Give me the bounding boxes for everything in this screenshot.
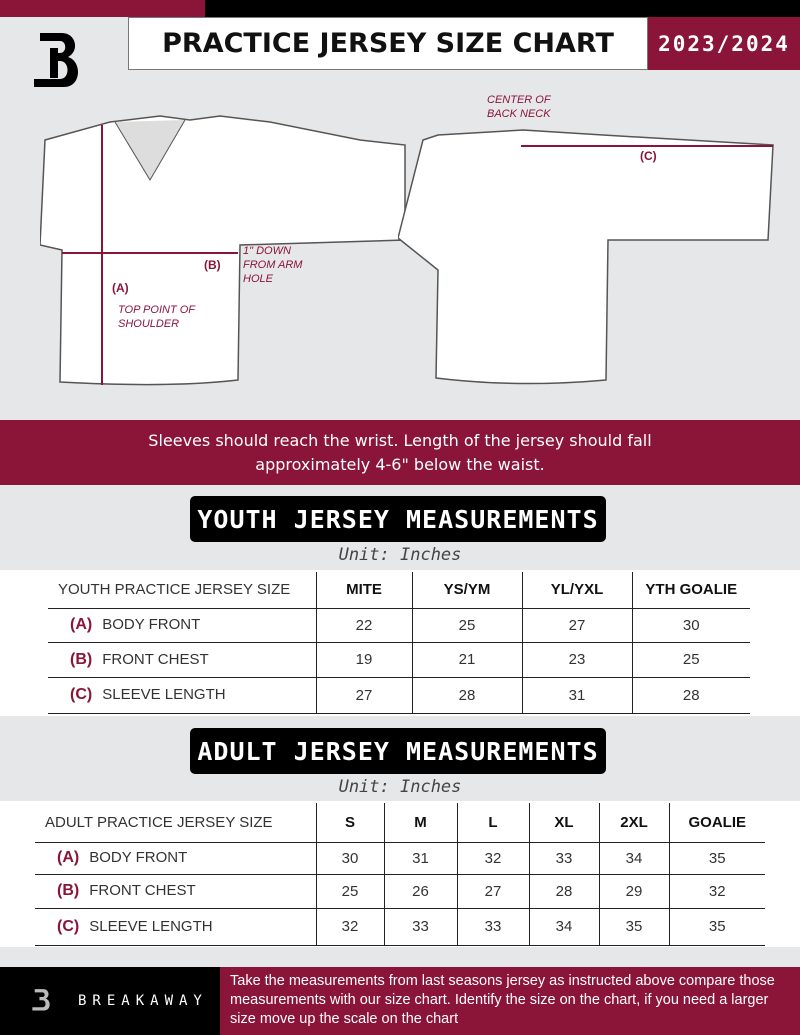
measure-code: (A) — [57, 849, 80, 866]
measure-code: (B) — [57, 882, 80, 899]
adult-cell: 33 — [528, 842, 599, 875]
youth-cell: 25 — [411, 608, 522, 643]
adult-header-col: S — [315, 803, 384, 843]
adult-section-title: ADULT JERSEY MEASUREMENTS — [190, 728, 606, 774]
adult-cell: 32 — [668, 874, 765, 909]
adult-header-col: L — [456, 803, 529, 843]
youth-cell: 28 — [631, 677, 750, 714]
brand-logo-icon — [34, 33, 79, 87]
front-jersey-diagram — [40, 115, 406, 386]
youth-cell: 28 — [411, 677, 522, 714]
adult-table-row: (B) FRONT CHEST 25 26 27 28 29 32 — [35, 874, 765, 909]
adult-unit: Unit: Inches — [338, 777, 462, 797]
adult-cell: 34 — [598, 842, 669, 875]
youth-cell: 30 — [631, 608, 750, 643]
adult-cell: 35 — [598, 908, 669, 946]
youth-cell: 21 — [411, 642, 522, 678]
adult-table: ADULT PRACTICE JERSEY SIZE S M L XL 2XL … — [35, 803, 765, 946]
adult-cell: 28 — [528, 874, 599, 909]
measure-name: FRONT CHEST — [89, 882, 196, 899]
youth-header-col: YL/YXL — [521, 572, 632, 609]
measure-code: (A) — [70, 616, 93, 633]
measure-code: (C) — [57, 917, 80, 935]
instructions-text: Sleeves should reach the wrist. Length o… — [148, 431, 652, 474]
adult-header-row: ADULT PRACTICE JERSEY SIZE S M L XL 2XL … — [35, 803, 765, 843]
youth-cell: 27 — [521, 608, 632, 643]
adult-cell: 29 — [598, 874, 669, 909]
measure-name: BODY FRONT — [102, 616, 201, 633]
adult-header-col: 2XL — [598, 803, 669, 843]
adult-cell: 25 — [315, 874, 384, 909]
youth-header-col: YS/YM — [411, 572, 522, 609]
youth-cell: 19 — [315, 642, 412, 678]
youth-row-label: (A) BODY FRONT — [48, 608, 316, 643]
youth-header-size: YOUTH PRACTICE JERSEY SIZE — [48, 572, 316, 609]
adult-cell: 26 — [383, 874, 457, 909]
measure-name: SLEEVE LENGTH — [89, 917, 213, 935]
youth-table-row: (A) BODY FRONT 22 25 27 30 — [48, 608, 750, 643]
measure-name: FRONT CHEST — [102, 650, 209, 668]
measure-code: (B) — [70, 650, 93, 668]
note-b: 1" DOWN FROM ARM HOLE — [243, 245, 303, 285]
label-b: (B) — [204, 258, 221, 272]
adult-header-size: ADULT PRACTICE JERSEY SIZE — [35, 803, 316, 843]
page-title: PRACTICE JERSEY SIZE CHART — [128, 17, 648, 70]
label-a: (A) — [112, 281, 129, 295]
adult-header-col: GOALIE — [668, 803, 765, 843]
youth-table-row: (B) FRONT CHEST 19 21 23 25 — [48, 642, 750, 678]
youth-cell: 22 — [315, 608, 412, 643]
adult-cell: 33 — [383, 908, 457, 946]
note-a: TOP POINT OF SHOULDER — [118, 304, 195, 330]
measure-name: BODY FRONT — [89, 849, 188, 866]
youth-cell: 31 — [521, 677, 632, 714]
youth-unit: Unit: Inches — [338, 545, 462, 565]
adult-table-row: (A) BODY FRONT 30 31 32 33 34 35 — [35, 842, 765, 875]
adult-cell: 33 — [456, 908, 529, 946]
season-label: 2023/2024 — [648, 17, 800, 70]
youth-cell: 27 — [315, 677, 412, 714]
adult-cell: 35 — [668, 842, 765, 875]
adult-cell: 31 — [383, 842, 457, 875]
youth-header-row: YOUTH PRACTICE JERSEY SIZE MITE YS/YM YL… — [48, 572, 750, 609]
top-black-bar — [205, 0, 800, 17]
adult-cell: 35 — [668, 908, 765, 946]
measure-code: (C) — [70, 686, 93, 703]
adult-table-row: (C) SLEEVE LENGTH 32 33 33 34 35 35 — [35, 908, 765, 946]
youth-row-label: (C) SLEEVE LENGTH — [48, 677, 316, 714]
youth-header-col: MITE — [315, 572, 412, 609]
footer-text: Take the measurements from last seasons … — [220, 967, 800, 1035]
youth-cell: 25 — [631, 642, 750, 678]
top-accent-bar — [0, 0, 205, 17]
adult-header-col: M — [383, 803, 457, 843]
youth-table: YOUTH PRACTICE JERSEY SIZE MITE YS/YM YL… — [48, 572, 750, 714]
adult-row-label: (C) SLEEVE LENGTH — [35, 908, 316, 946]
adult-cell: 30 — [315, 842, 384, 875]
adult-row-label: (B) FRONT CHEST — [35, 874, 316, 909]
youth-section-title: YOUTH JERSEY MEASUREMENTS — [190, 496, 606, 542]
youth-table-row: (C) SLEEVE LENGTH 27 28 31 28 — [48, 677, 750, 714]
adult-header-col: XL — [528, 803, 599, 843]
adult-cell: 32 — [315, 908, 384, 946]
footer-brand: BREAKAWAY — [0, 967, 220, 1035]
adult-row-label: (A) BODY FRONT — [35, 842, 316, 875]
adult-cell: 32 — [456, 842, 529, 875]
label-c: (C) — [640, 149, 657, 163]
back-jersey-diagram — [398, 129, 774, 385]
measure-name: SLEEVE LENGTH — [102, 686, 226, 703]
youth-cell: 23 — [521, 642, 632, 678]
instructions-band: Sleeves should reach the wrist. Length o… — [0, 420, 800, 485]
footer-brand-name: BREAKAWAY — [78, 993, 208, 1009]
adult-cell: 34 — [528, 908, 599, 946]
youth-row-label: (B) FRONT CHEST — [48, 642, 316, 678]
youth-header-col: YTH GOALIE — [631, 572, 750, 609]
footer-logo-icon — [32, 989, 50, 1011]
adult-cell: 27 — [456, 874, 529, 909]
note-c: CENTER OF BACK NECK — [487, 94, 551, 120]
